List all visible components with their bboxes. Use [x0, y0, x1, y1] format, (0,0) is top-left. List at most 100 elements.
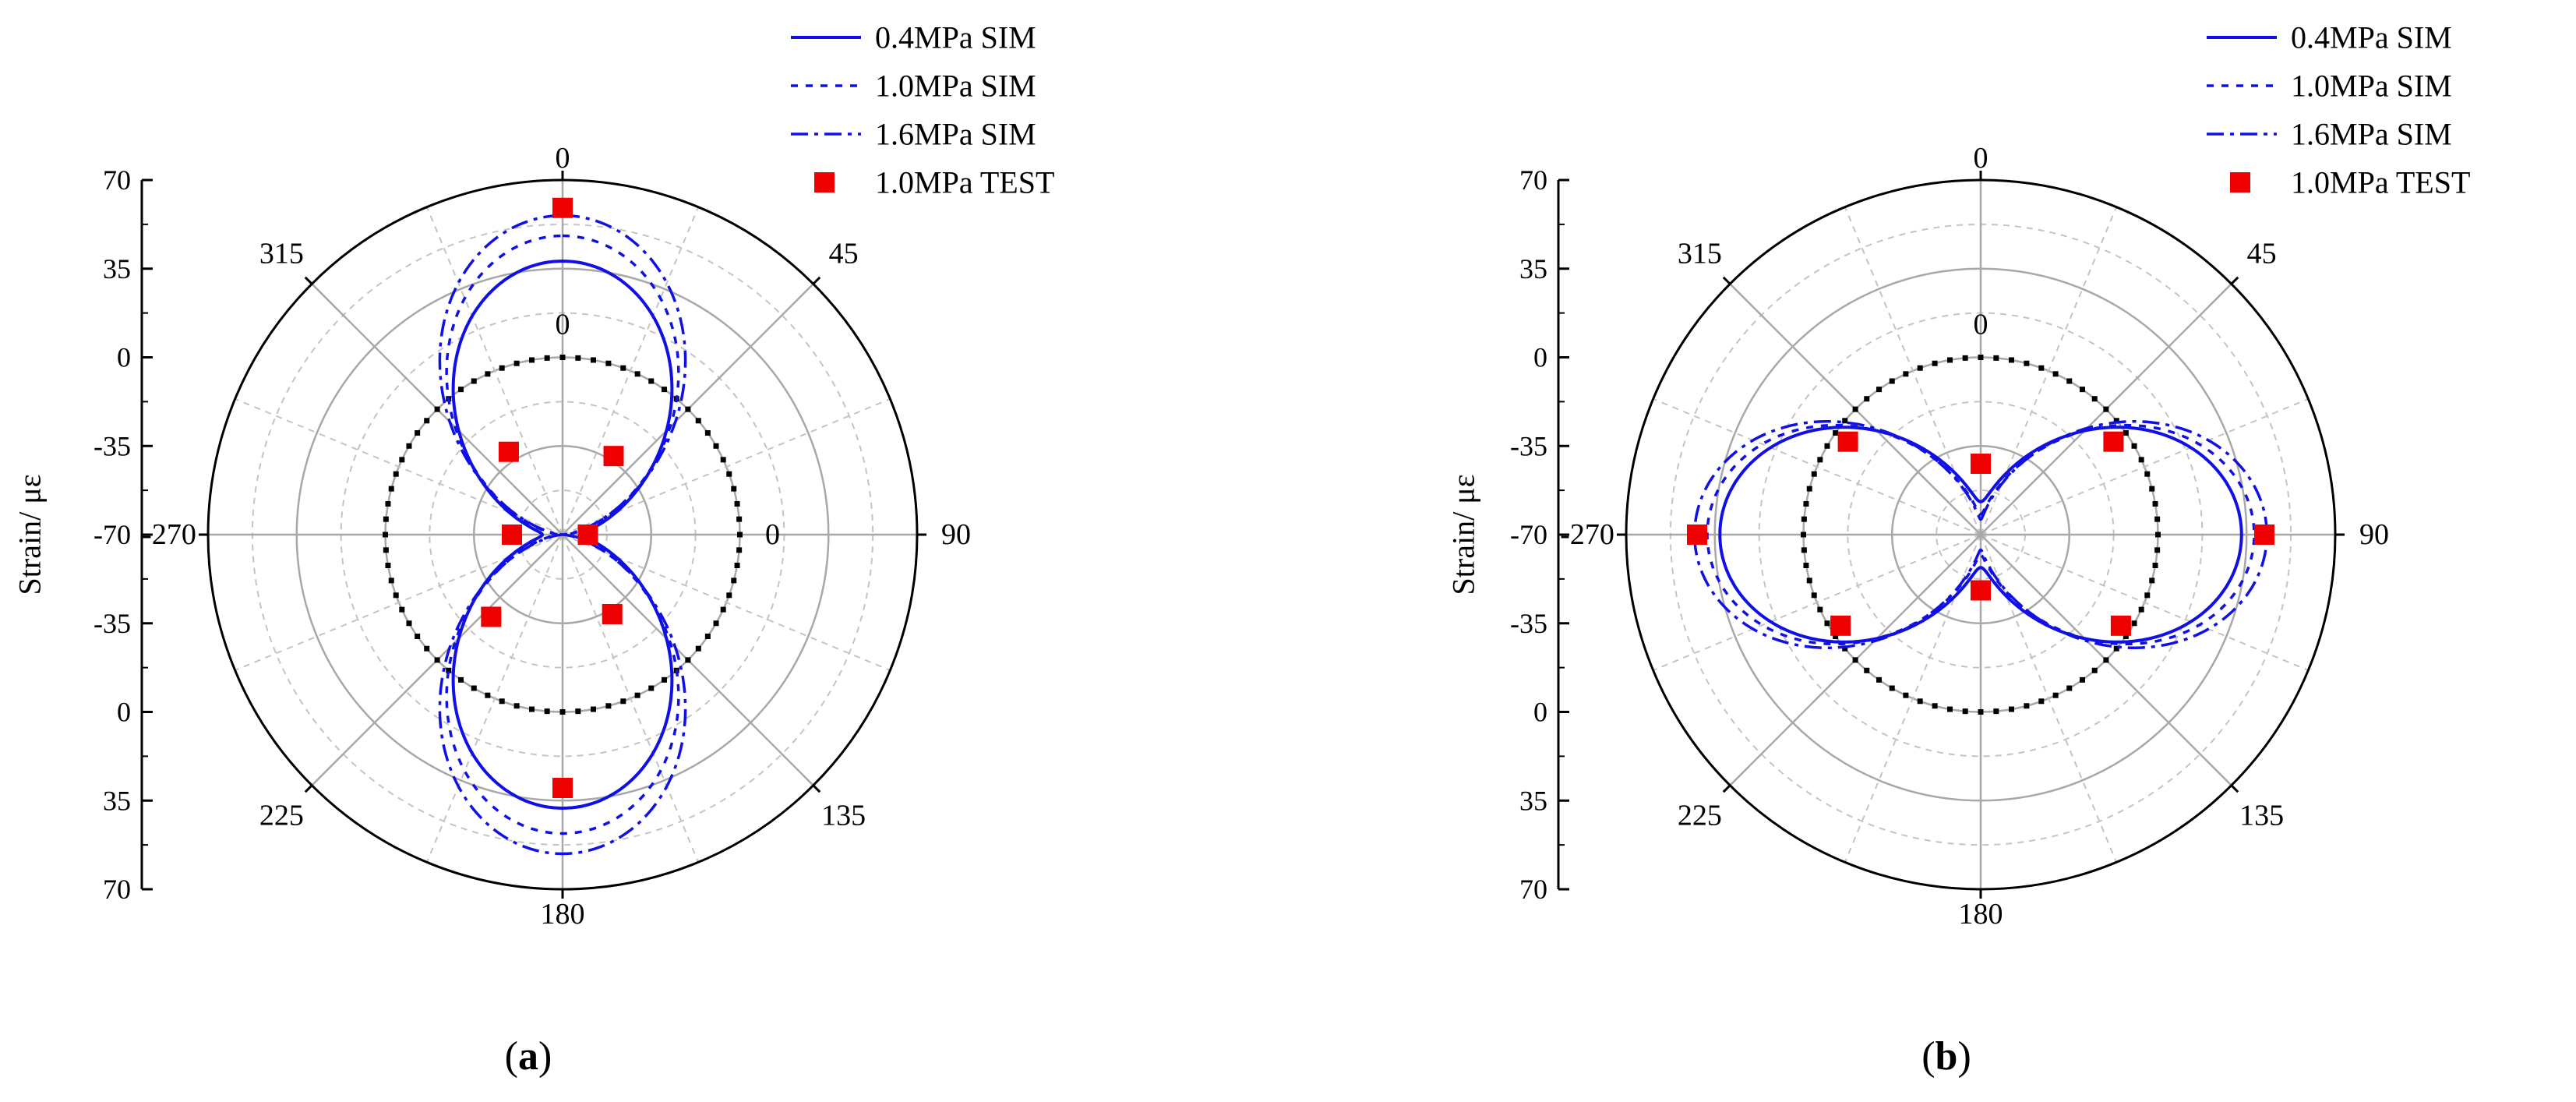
radial-tick-label: -35 [1510, 608, 1547, 639]
panel-label-letter: a [518, 1034, 538, 1079]
reference-dot [528, 357, 535, 363]
angle-label-90: 90 [2359, 518, 2389, 551]
grid-spoke-minor [562, 534, 700, 863]
test-marker [2110, 615, 2131, 636]
reference-dot [591, 357, 597, 363]
test-marker [2254, 525, 2274, 545]
reference-dot [737, 532, 743, 538]
reference-dot [559, 355, 566, 360]
radial-tick-label: -35 [94, 430, 131, 461]
panel-label-paren-open: ( [505, 1034, 518, 1079]
sim-curve-dashdot [1693, 420, 2269, 649]
reference-dot [1833, 633, 1839, 639]
reference-dot [2138, 457, 2144, 463]
reference-dot [406, 443, 412, 449]
reference-dot [2152, 500, 2158, 507]
reference-dot [2113, 645, 2119, 652]
test-marker [1830, 615, 1851, 636]
reference-dot [2144, 471, 2151, 477]
angle-tick [2230, 276, 2239, 285]
reference-dot [2079, 676, 2085, 683]
reference-dot [720, 606, 726, 613]
reference-dot [2038, 698, 2045, 705]
reference-dot [605, 360, 612, 366]
panel-label-letter: b [1936, 1034, 1958, 1079]
grid-spoke-minor [1980, 534, 2309, 672]
reference-dot [2091, 667, 2098, 673]
test-marker [1687, 525, 1707, 545]
grid-spoke-minor [425, 207, 563, 535]
reference-dot [1806, 577, 1812, 584]
reference-dot [713, 443, 719, 449]
reference-dot [1833, 430, 1839, 436]
angle-tick [1722, 276, 1731, 285]
test-marker [1971, 580, 1991, 601]
reference-dot [1932, 360, 1938, 366]
angle-label-225: 225 [259, 800, 304, 832]
reference-dot [726, 471, 732, 477]
reference-dot [528, 706, 535, 712]
reference-dot [2149, 577, 2155, 584]
reference-dot [591, 706, 597, 712]
inner-zero-label: 0 [1974, 309, 1988, 341]
reference-dot [559, 709, 566, 715]
reference-dot [695, 418, 701, 424]
reference-dot [734, 563, 740, 569]
angle-label-135: 135 [821, 800, 866, 832]
reference-dot [2052, 371, 2059, 377]
test-marker [577, 525, 598, 545]
angle-label-315: 315 [259, 237, 304, 270]
sim-curve-solid [1718, 426, 2243, 644]
reference-dot [2123, 430, 2129, 436]
reference-dot [704, 430, 711, 436]
reference-dot [2154, 547, 2161, 553]
reference-dot [415, 430, 421, 436]
reference-dot [544, 708, 550, 715]
angle-label-90: 90 [941, 518, 971, 551]
reference-dot [1801, 532, 1806, 538]
legend-label: 1.0MPa TEST [2291, 165, 2470, 200]
panel-label-paren-open: ( [1921, 1034, 1935, 1079]
radial-tick-label: -70 [1510, 519, 1547, 550]
reference-dot [713, 620, 719, 627]
grid-spoke-minor [425, 534, 563, 863]
reference-dot [620, 698, 626, 705]
reference-dot [399, 606, 405, 613]
reference-dot [424, 418, 430, 424]
reference-dot [458, 387, 464, 393]
reference-dot [458, 676, 464, 683]
reference-dot [2103, 657, 2109, 663]
sim-curve-dash [445, 234, 680, 835]
reference-dot [1917, 365, 1923, 371]
reference-dot [661, 676, 667, 683]
reference-dot [385, 500, 391, 507]
reference-dot [544, 355, 550, 361]
reference-dot [485, 692, 491, 698]
radial-tick-label: -35 [1510, 430, 1547, 461]
reference-dot [1803, 500, 1809, 507]
reference-dot [393, 592, 399, 599]
reference-dot [513, 360, 520, 366]
reference-dot [2103, 406, 2109, 412]
reference-dot [1993, 708, 1999, 715]
sim-curve-dashdot [438, 214, 687, 856]
grid-spoke-minor [562, 207, 700, 535]
reference-dot [1801, 547, 1807, 553]
reference-dot [661, 387, 667, 393]
test-marker [481, 606, 502, 627]
reference-dot [1946, 706, 1953, 712]
legend-label: 1.6MPa SIM [2291, 117, 2452, 152]
test-marker [1837, 431, 1858, 452]
reference-dot [1864, 667, 1870, 673]
grid-spoke-minor [1844, 207, 1981, 535]
reference-dot [2149, 486, 2155, 492]
reference-dot [1932, 703, 1938, 709]
reference-dot [1876, 387, 1883, 393]
reference-dot [383, 547, 389, 553]
reference-dot [2131, 620, 2137, 627]
reference-dot [1811, 471, 1817, 477]
reference-dot [1917, 698, 1923, 705]
radial-tick-label: -70 [94, 519, 131, 550]
angle-tick [1722, 784, 1731, 793]
